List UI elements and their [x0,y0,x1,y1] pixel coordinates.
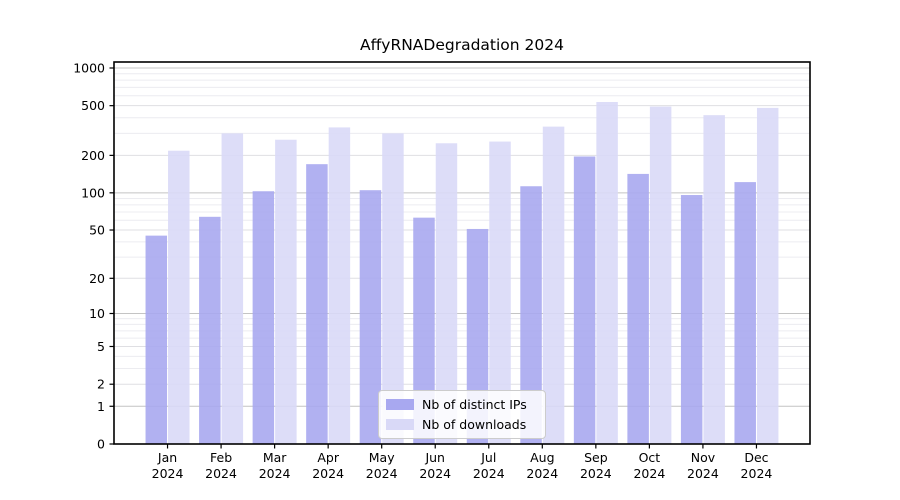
bar-downloads-4 [382,133,404,444]
x-tick-label: Nov 2024 [687,450,719,481]
x-tick-label: Apr 2024 [312,450,344,481]
legend: Nb of distinct IPs Nb of downloads [378,390,546,439]
bar-distinct-ips-1 [199,216,221,444]
x-tick-label: Mar 2024 [259,450,291,481]
bar-distinct-ips-4 [359,190,382,444]
y-tick-label: 10 [89,306,105,321]
bar-downloads-10 [703,115,725,444]
bar-distinct-ips-5 [413,217,435,444]
y-tick-label: 100 [81,185,105,200]
bar-downloads-2 [275,139,297,444]
y-tick-label: 500 [81,98,105,113]
y-tick-label: 50 [89,223,105,238]
y-tick-label: 2 [97,377,105,392]
bar-downloads-7 [542,126,565,445]
x-tick-label: Jun 2024 [419,450,451,481]
legend-label-distinct-ips: Nb of distinct IPs [422,397,527,412]
bar-downloads-9 [649,106,672,444]
x-tick-label: Jul 2024 [473,450,505,481]
bar-distinct-ips-11 [734,182,756,444]
chart-title: AffyRNADegradation 2024 [359,36,564,54]
y-tick-label: 200 [81,148,105,163]
y-tick-label: 20 [89,271,105,286]
bar-distinct-ips-10 [680,195,703,444]
x-tick-label: Sep 2024 [580,450,612,481]
legend-swatch-distinct-ips [386,399,414,410]
bar-downloads-11 [756,107,779,445]
x-tick-label: Feb 2024 [205,450,237,481]
bar-distinct-ips-8 [573,156,596,444]
x-tick-label: Oct 2024 [633,450,665,481]
x-tick-label: May 2024 [366,450,398,481]
y-tick-label: 5 [97,339,105,354]
bar-downloads-5 [435,143,458,444]
bar-distinct-ips-0 [145,235,168,444]
bar-downloads-0 [168,150,190,444]
bar-distinct-ips-2 [252,191,275,444]
bar-downloads-3 [328,127,351,444]
x-tick-label: Jan 2024 [152,450,184,481]
bar-distinct-ips-7 [520,186,542,444]
bar-downloads-8 [596,101,618,444]
legend-label-downloads: Nb of downloads [422,417,527,432]
x-tick-label: Aug 2024 [526,450,558,481]
legend-item-downloads: Nb of downloads [386,417,536,432]
y-tick-label: 1 [97,399,105,414]
bar-downloads-6 [489,141,511,445]
x-tick-label: Dec 2024 [741,450,773,481]
bar-distinct-ips-9 [627,173,649,444]
plot-border [113,61,811,445]
legend-swatch-downloads [386,419,414,430]
bar-downloads-1 [221,133,244,444]
y-tick-label: 1000 [73,61,105,76]
y-tick-label: 0 [97,437,105,452]
bar-distinct-ips-3 [306,164,328,445]
legend-item-distinct-ips: Nb of distinct IPs [386,397,536,412]
